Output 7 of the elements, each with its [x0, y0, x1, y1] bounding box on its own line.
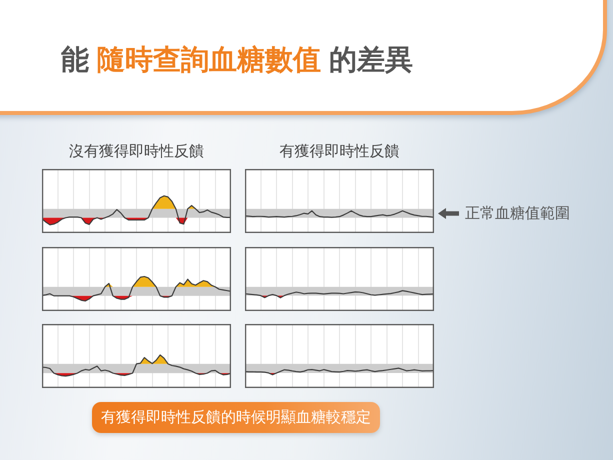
text: 的差異	[329, 43, 413, 76]
text: 有獲得即時性反饋的時候明顯血糖較穩定	[92, 402, 380, 433]
text: 能	[61, 43, 89, 76]
band-label: 正常血糖值範圍	[465, 203, 570, 224]
text: 隨時查詢血糖數值	[97, 43, 321, 76]
chart-title: 有獲得即時性反饋	[278, 141, 400, 161]
chart-title: 沒有獲得即時性反饋	[68, 141, 205, 161]
